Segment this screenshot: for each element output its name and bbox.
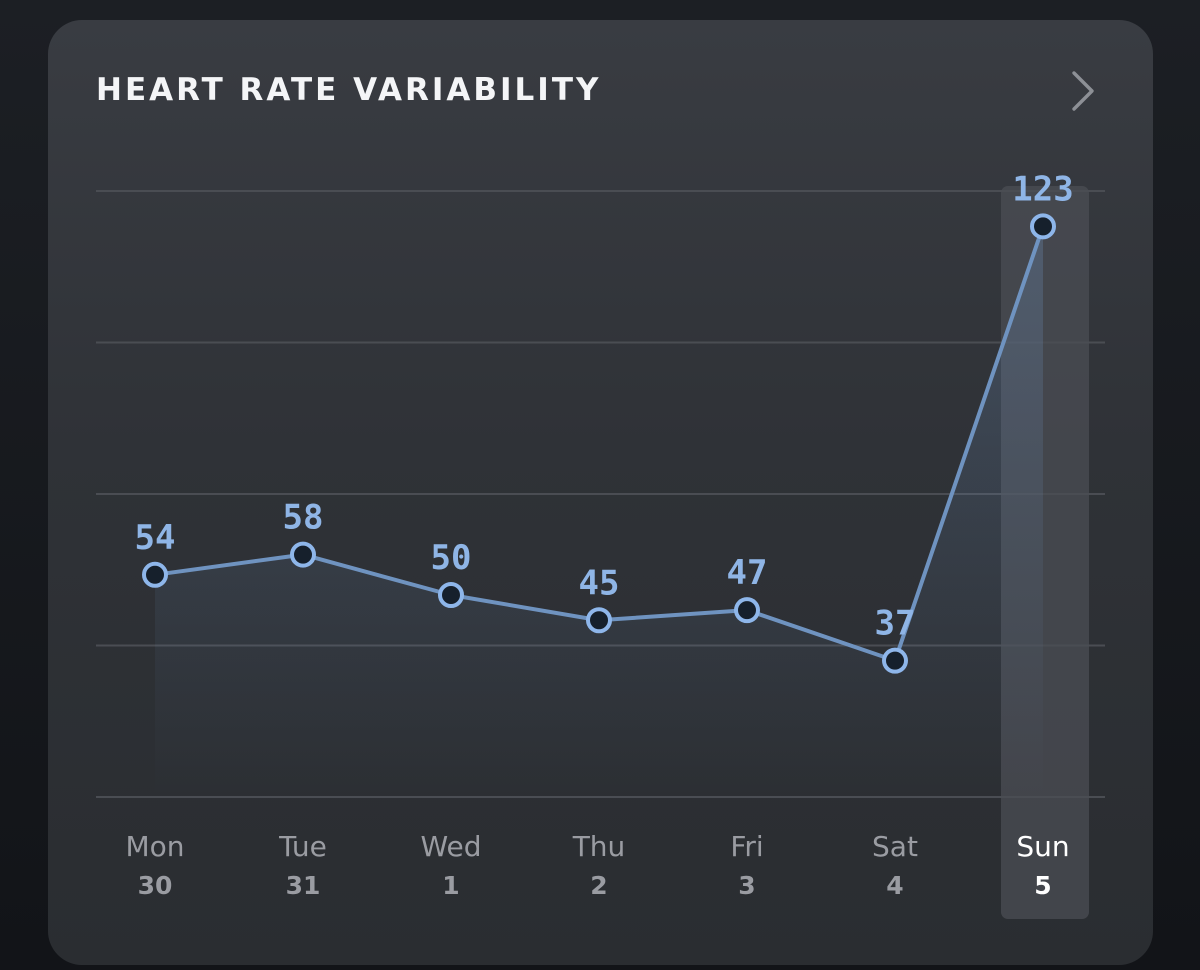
data-point-mon <box>142 561 168 588</box>
chevron-right-icon[interactable] <box>1058 66 1108 116</box>
value-label-sun: 123 <box>1012 169 1073 209</box>
series-area <box>155 226 1043 798</box>
x-tick-day-fri: Fri <box>730 830 763 863</box>
x-tick-day-sat: Sat <box>872 830 918 863</box>
data-point-fri <box>734 597 760 624</box>
value-label-wed: 50 <box>431 538 472 578</box>
x-tick-date-tue: 31 <box>286 871 321 900</box>
x-tick-date-thu: 2 <box>590 871 607 900</box>
value-label-tue: 58 <box>283 498 324 538</box>
x-tick-date-mon: 30 <box>138 871 173 900</box>
x-tick-date-sun: 5 <box>1034 871 1051 900</box>
data-point-tue <box>290 541 316 568</box>
data-point-wed <box>438 582 464 608</box>
card-title: HEART RATE VARIABILITY <box>96 72 602 108</box>
value-label-thu: 45 <box>579 563 620 603</box>
x-tick-day-mon: Mon <box>125 830 184 863</box>
x-tick-day-wed: Wed <box>420 830 481 863</box>
data-point-sat <box>882 647 908 674</box>
value-label-sat: 37 <box>875 604 916 644</box>
hrv-card[interactable]: 54 58 50 45 47 37 123 Mon 30 Tue 31 Wed 1 Thu 2 Fri 3 Sa… <box>48 20 1153 965</box>
x-tick-date-wed: 1 <box>442 871 459 900</box>
x-tick-date-sat: 4 <box>886 871 903 900</box>
data-point-thu <box>586 607 612 634</box>
x-tick-date-fri: 3 <box>738 871 755 900</box>
x-tick-day-thu: Thu <box>572 830 626 863</box>
value-label-mon: 54 <box>135 518 176 558</box>
x-tick-day-sun: Sun <box>1016 830 1069 863</box>
value-label-fri: 47 <box>727 553 768 593</box>
x-tick-day-tue: Tue <box>278 830 327 863</box>
data-point-sun <box>1030 213 1056 240</box>
